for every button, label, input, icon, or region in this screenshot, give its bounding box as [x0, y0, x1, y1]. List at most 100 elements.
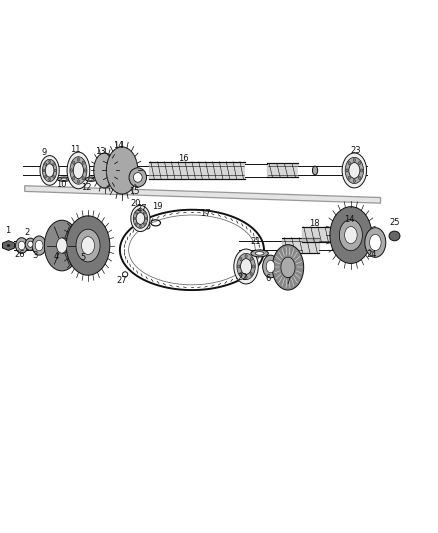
Ellipse shape	[353, 179, 356, 182]
Ellipse shape	[49, 160, 50, 163]
Text: 11: 11	[71, 145, 81, 154]
Text: 2: 2	[24, 228, 29, 237]
Polygon shape	[3, 241, 14, 251]
Ellipse shape	[365, 228, 386, 257]
Polygon shape	[25, 185, 381, 203]
Ellipse shape	[145, 224, 150, 229]
Ellipse shape	[281, 257, 295, 278]
Ellipse shape	[25, 238, 35, 251]
Ellipse shape	[49, 178, 50, 181]
Ellipse shape	[145, 217, 147, 220]
Text: 21: 21	[251, 237, 261, 246]
Ellipse shape	[245, 276, 247, 279]
Ellipse shape	[131, 205, 150, 231]
Ellipse shape	[94, 153, 116, 188]
Ellipse shape	[272, 245, 304, 290]
Text: 22: 22	[238, 273, 248, 282]
Ellipse shape	[245, 254, 247, 257]
Ellipse shape	[35, 240, 43, 251]
Ellipse shape	[144, 223, 145, 225]
Ellipse shape	[73, 161, 74, 164]
Ellipse shape	[237, 253, 255, 280]
Ellipse shape	[129, 168, 147, 187]
Ellipse shape	[73, 176, 74, 180]
Text: 4: 4	[54, 253, 59, 261]
Ellipse shape	[234, 249, 258, 284]
Ellipse shape	[348, 161, 350, 165]
Text: 19: 19	[152, 202, 162, 211]
Ellipse shape	[54, 169, 56, 172]
Ellipse shape	[348, 176, 350, 180]
Ellipse shape	[53, 175, 55, 178]
Ellipse shape	[133, 208, 148, 228]
Ellipse shape	[85, 177, 97, 181]
Ellipse shape	[255, 252, 264, 255]
Ellipse shape	[250, 257, 252, 261]
Ellipse shape	[57, 177, 71, 181]
Ellipse shape	[346, 169, 348, 172]
Ellipse shape	[358, 176, 360, 180]
Ellipse shape	[238, 265, 240, 268]
Ellipse shape	[134, 217, 135, 220]
Text: 27: 27	[117, 277, 127, 285]
Ellipse shape	[43, 169, 45, 172]
Ellipse shape	[66, 216, 110, 275]
Ellipse shape	[45, 175, 46, 178]
Text: 14: 14	[344, 215, 354, 224]
Ellipse shape	[134, 173, 142, 182]
Ellipse shape	[61, 178, 67, 180]
Ellipse shape	[76, 229, 100, 262]
Text: 5: 5	[80, 253, 85, 262]
Text: 7: 7	[285, 277, 291, 286]
Text: 6: 6	[266, 274, 271, 283]
Ellipse shape	[339, 220, 362, 251]
Ellipse shape	[78, 180, 79, 183]
Ellipse shape	[18, 241, 25, 250]
Ellipse shape	[42, 159, 57, 182]
Ellipse shape	[28, 241, 33, 247]
Ellipse shape	[345, 157, 364, 183]
Ellipse shape	[136, 213, 145, 224]
Ellipse shape	[15, 238, 28, 253]
Ellipse shape	[7, 244, 11, 247]
Ellipse shape	[370, 235, 381, 251]
Text: 24: 24	[367, 250, 377, 259]
Ellipse shape	[240, 259, 251, 274]
Ellipse shape	[57, 238, 67, 253]
Ellipse shape	[389, 231, 400, 241]
Text: 9: 9	[42, 148, 47, 157]
Ellipse shape	[84, 169, 86, 172]
Text: 26: 26	[14, 250, 25, 259]
Ellipse shape	[40, 156, 59, 185]
Ellipse shape	[70, 157, 87, 184]
Text: 1: 1	[5, 226, 10, 235]
Ellipse shape	[78, 158, 79, 161]
Text: 13: 13	[95, 147, 106, 156]
Ellipse shape	[71, 169, 73, 172]
Text: 14: 14	[113, 141, 124, 150]
Text: 12: 12	[81, 182, 92, 191]
Ellipse shape	[45, 164, 54, 177]
Text: 3: 3	[32, 251, 37, 260]
Ellipse shape	[81, 237, 95, 254]
Ellipse shape	[140, 225, 141, 228]
Ellipse shape	[360, 169, 363, 172]
Text: 18: 18	[309, 219, 319, 228]
Text: 23: 23	[350, 146, 360, 155]
Text: 25: 25	[389, 219, 400, 228]
Ellipse shape	[106, 147, 138, 194]
Text: 16: 16	[178, 154, 188, 163]
Ellipse shape	[53, 163, 55, 165]
Ellipse shape	[82, 161, 84, 164]
Ellipse shape	[73, 162, 84, 179]
Ellipse shape	[135, 212, 137, 214]
Ellipse shape	[251, 250, 268, 257]
Ellipse shape	[266, 260, 275, 273]
Ellipse shape	[358, 161, 360, 165]
Ellipse shape	[330, 207, 372, 263]
Ellipse shape	[82, 176, 84, 180]
Text: 17: 17	[200, 209, 210, 218]
Ellipse shape	[140, 209, 141, 212]
Ellipse shape	[123, 272, 128, 277]
Ellipse shape	[32, 236, 46, 255]
